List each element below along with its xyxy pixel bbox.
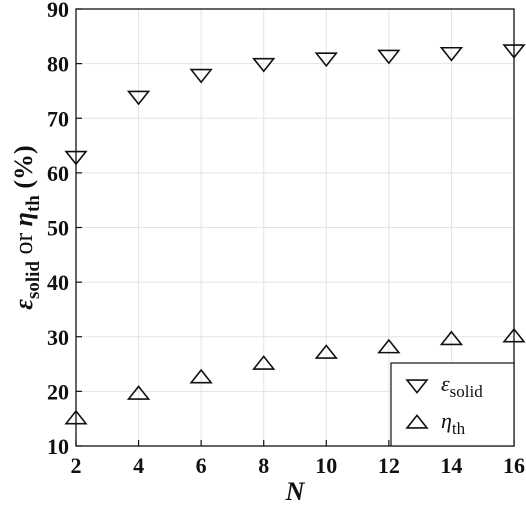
y-axis-title-subscript-th: th bbox=[23, 195, 44, 212]
x-tick-labels: 2 4 6 8 10 12 14 16 bbox=[71, 440, 525, 478]
point-eps-10 bbox=[314, 52, 338, 68]
y-tick-label-50: 50 bbox=[47, 216, 69, 241]
y-axis-title-symbol-epsilon: ε bbox=[9, 299, 38, 310]
point-eps-14 bbox=[439, 46, 464, 62]
point-eta-6 bbox=[189, 368, 213, 384]
y-axis-title: εsolid or ηth (%) bbox=[9, 145, 44, 309]
x-tick-label-8: 8 bbox=[258, 453, 269, 478]
legend-label-eta-th: ηth bbox=[441, 408, 466, 438]
point-eta-8 bbox=[252, 355, 276, 370]
y-tick-label-70: 70 bbox=[47, 106, 69, 131]
legend-label-epsilon-solid: εsolid bbox=[441, 371, 483, 401]
x-tick-label-6: 6 bbox=[196, 453, 207, 478]
x-tick-label-16: 16 bbox=[503, 453, 525, 478]
legend-subscript-th: th bbox=[452, 419, 466, 438]
point-eps-8 bbox=[252, 57, 276, 73]
point-eps-6 bbox=[189, 68, 213, 84]
legend-subscript-solid: solid bbox=[450, 382, 484, 401]
point-eps-12 bbox=[377, 49, 401, 65]
legend-symbol-eta: η bbox=[441, 408, 452, 433]
point-eps-4 bbox=[126, 90, 151, 106]
y-tick-label-80: 80 bbox=[47, 52, 69, 77]
y-axis-title-or: or bbox=[9, 226, 38, 261]
y-tick-label-20: 20 bbox=[47, 379, 69, 404]
legend: εsolid ηth bbox=[390, 362, 515, 447]
point-eta-4 bbox=[126, 385, 151, 400]
x-tick-label-2: 2 bbox=[71, 453, 82, 478]
x-tick-label-10: 10 bbox=[315, 453, 337, 478]
legend-symbol-epsilon: ε bbox=[441, 371, 450, 396]
y-axis-title-symbol-eta: η bbox=[9, 212, 38, 226]
legend-marker-eta-th bbox=[405, 414, 429, 429]
point-eta-10 bbox=[314, 344, 338, 359]
x-axis-title: N bbox=[285, 477, 306, 506]
x-tick-label-14: 14 bbox=[440, 453, 462, 478]
x-tick-label-4: 4 bbox=[133, 453, 144, 478]
y-axis-title-subscript-solid: solid bbox=[23, 261, 44, 299]
point-eta-14 bbox=[439, 330, 464, 346]
y-tick-label-30: 30 bbox=[47, 325, 69, 350]
series-epsilon-solid-markers bbox=[64, 44, 526, 166]
y-tick-labels: 10 20 30 40 50 60 70 80 90 bbox=[47, 0, 82, 459]
legend-marker-epsilon-solid bbox=[405, 379, 429, 394]
y-tick-label-90: 90 bbox=[47, 0, 69, 22]
y-axis-title-unit: (%) bbox=[9, 145, 38, 195]
y-tick-label-60: 60 bbox=[47, 161, 69, 186]
y-tick-label-40: 40 bbox=[47, 270, 69, 295]
y-tick-label-10: 10 bbox=[47, 434, 69, 459]
x-tick-label-12: 12 bbox=[378, 453, 400, 478]
point-eta-12 bbox=[377, 338, 401, 354]
legend-box bbox=[390, 362, 515, 447]
